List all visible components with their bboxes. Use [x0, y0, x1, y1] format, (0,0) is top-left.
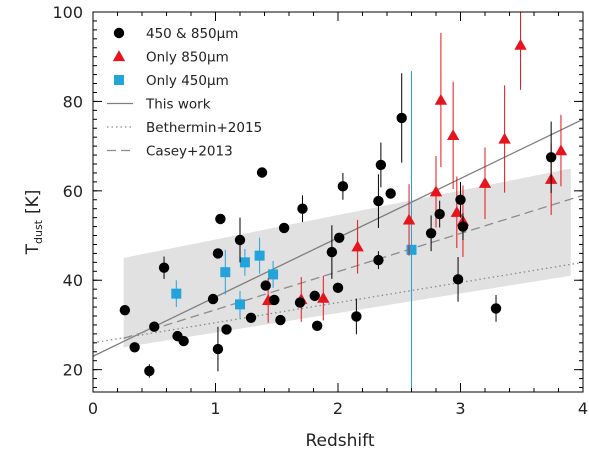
data-point: [212, 248, 224, 259]
legend: 450 & 850μm Only 850μm Only 450μm This work…: [107, 26, 262, 160]
y-tick-label: 100: [52, 3, 83, 22]
series-2: [171, 71, 417, 392]
data-point: [129, 342, 140, 353]
data-point: [332, 282, 344, 294]
y-tick-label: 20: [63, 361, 83, 380]
x-tick-label: 1: [210, 399, 220, 418]
data-point: [514, 38, 527, 50]
data-point: [337, 181, 349, 192]
legend-entry-2: Only 450μm: [114, 73, 229, 89]
data-point: [406, 244, 417, 255]
legend-label: Bethermin+2015: [146, 120, 262, 136]
data-point: [221, 324, 232, 335]
data-point: [545, 152, 557, 163]
data-point: [149, 321, 160, 332]
data-point: [490, 303, 502, 314]
legend-label: This work: [145, 97, 211, 113]
data-point: [351, 240, 364, 252]
x-tick-label: 0: [88, 399, 98, 418]
y-axis-label-subscript: dust: [32, 219, 45, 244]
data-point: [254, 250, 265, 261]
trend-line-2: [123, 194, 584, 339]
data-point: [269, 294, 280, 306]
data-point: [402, 213, 416, 225]
data-point: [245, 312, 257, 323]
data-point: [207, 293, 219, 305]
data-point: [373, 195, 384, 207]
data-point: [178, 335, 189, 347]
data-point: [429, 185, 443, 197]
data-point: [396, 112, 407, 124]
data-point: [119, 304, 131, 316]
data-point: [256, 167, 268, 178]
data-point: [554, 144, 568, 156]
legend-label: Only 450μm: [146, 73, 229, 89]
data-point: [373, 254, 384, 266]
data-point: [235, 299, 245, 310]
scatter-band: [123, 168, 571, 348]
data-point: [234, 234, 246, 246]
data-point: [260, 280, 271, 291]
legend-entry-4: Bethermin+2015: [107, 120, 262, 136]
data-point: [434, 93, 448, 105]
legend-label: Casey+2013: [146, 144, 233, 160]
y-axis-label-unit: [K]: [23, 190, 43, 214]
data-point: [498, 132, 511, 144]
data-point: [450, 206, 464, 217]
x-tick-label: 2: [333, 399, 343, 418]
data-point: [446, 129, 460, 141]
data-point: [334, 232, 345, 243]
data-point: [215, 213, 226, 225]
data-point: [478, 177, 492, 188]
data-point: [425, 228, 437, 239]
data-point: [434, 208, 445, 220]
data-point: [375, 159, 387, 171]
x-tick-label: 4: [578, 399, 588, 418]
legend-entry-0: 450 & 850μm: [113, 26, 238, 42]
legend-entry-5: Casey+2013: [107, 144, 233, 160]
data-point: [220, 267, 231, 278]
legend-marker: [112, 50, 126, 62]
data-point: [309, 290, 320, 302]
legend-label: Only 850μm: [146, 50, 229, 66]
axes-layer: 0 1 2 3 4 20 40 60 80 100: [52, 3, 588, 418]
data-point: [351, 311, 362, 322]
data-point: [297, 203, 308, 214]
legend-marker: [114, 75, 124, 85]
data-point: [212, 343, 224, 355]
series-0: [119, 73, 557, 378]
data-point: [311, 320, 323, 332]
y-tick-label: 40: [63, 271, 83, 290]
x-tick-label: 3: [455, 399, 465, 418]
data-point: [144, 365, 155, 377]
trend-line-1: [92, 261, 584, 344]
data-point: [275, 314, 286, 326]
data-points-layer: [119, 12, 568, 392]
legend-label: 450 & 850μm: [146, 26, 238, 42]
data-point: [455, 194, 466, 205]
y-tick-label: 60: [63, 182, 83, 201]
legend-entry-1: Only 850μm: [112, 50, 229, 66]
x-axis-label: Redshift: [305, 431, 374, 451]
data-point: [239, 257, 250, 268]
data-point: [278, 222, 290, 234]
data-point: [326, 246, 338, 258]
y-tick-label: 80: [63, 92, 83, 111]
data-point: [158, 262, 170, 273]
legend-marker: [113, 27, 125, 39]
data-point: [385, 188, 396, 199]
legend-entry-3: This work: [107, 97, 211, 113]
data-point: [171, 288, 182, 299]
y-axis-label: Tdust [K]: [23, 190, 45, 256]
data-point: [294, 297, 306, 308]
data-point: [452, 274, 464, 285]
data-point: [457, 221, 469, 232]
scatter-band-layer: [123, 168, 571, 348]
y-axis-label-main: T: [23, 243, 43, 255]
data-point: [317, 291, 330, 303]
data-point: [268, 269, 279, 280]
